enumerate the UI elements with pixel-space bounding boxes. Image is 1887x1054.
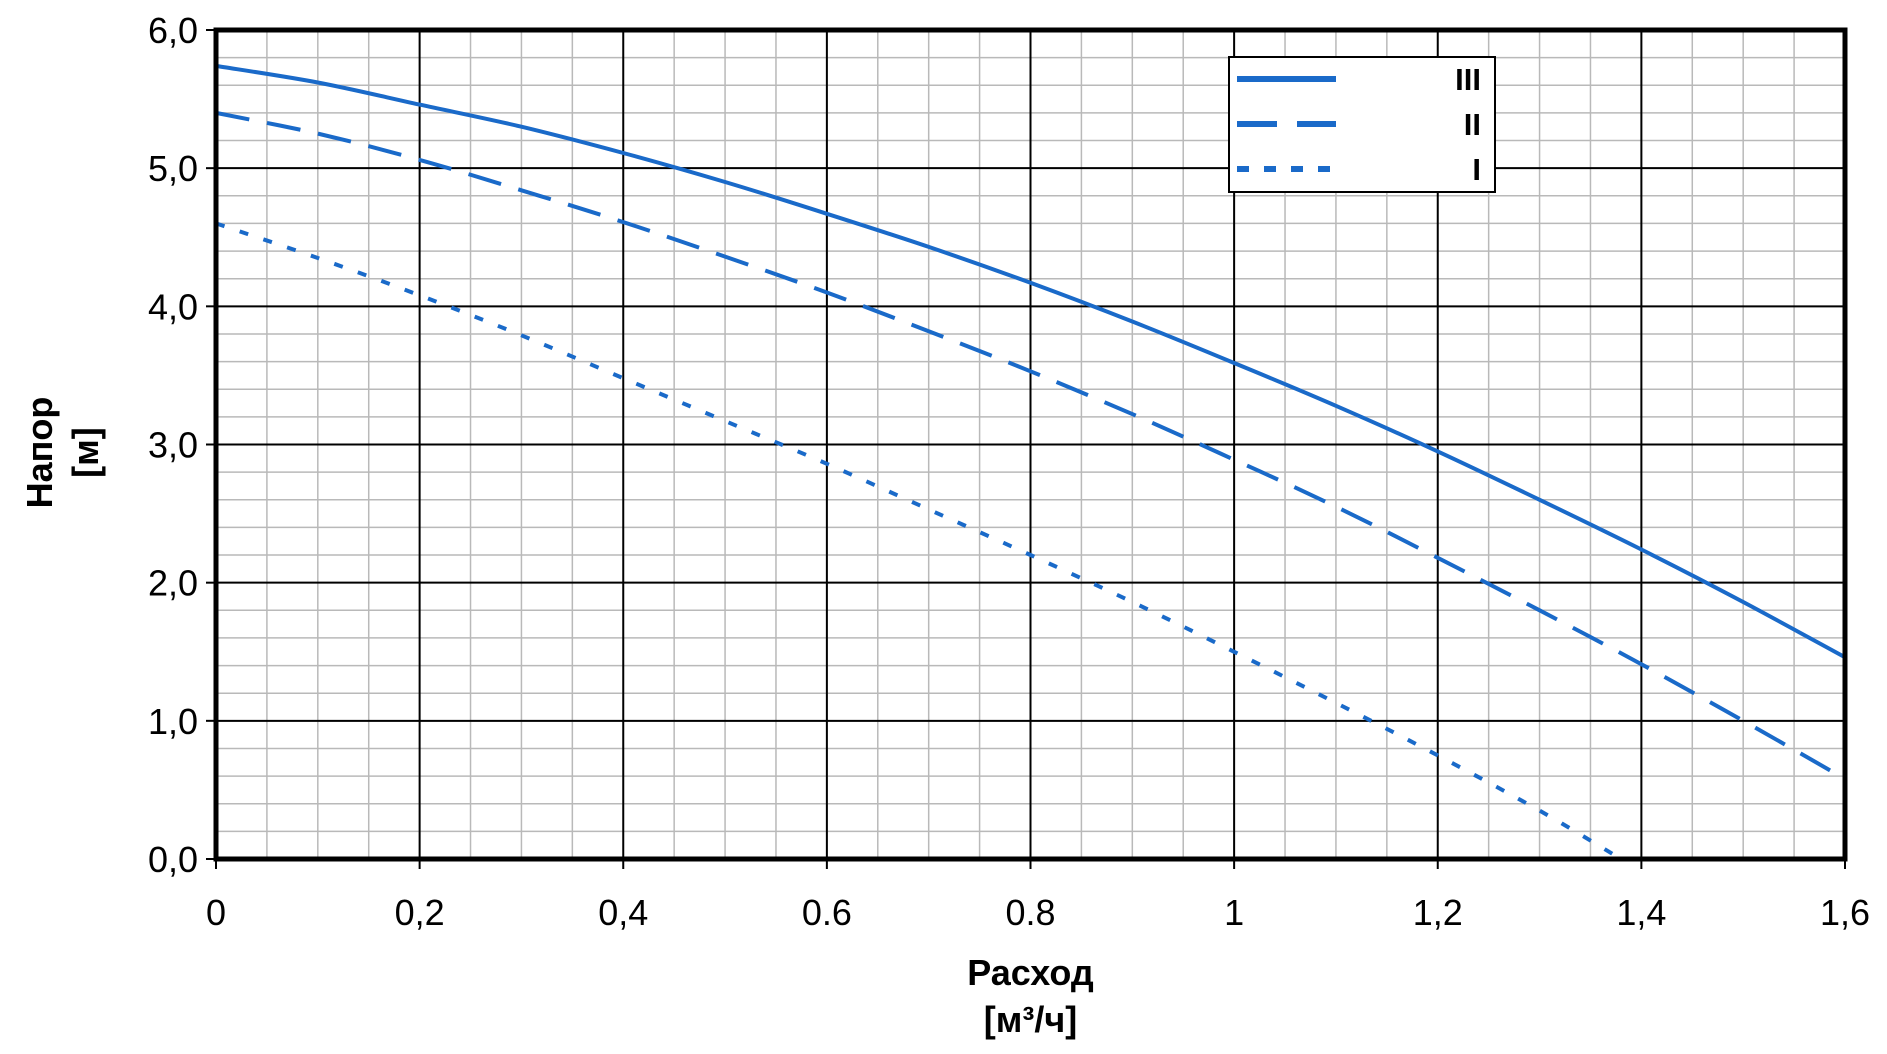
y-tick-label: 1,0	[148, 701, 198, 742]
y-tick-label: 5,0	[148, 148, 198, 189]
y-tick-label: 3,0	[148, 425, 198, 466]
x-tick-label: 0.6	[802, 892, 852, 933]
y-tick-label: 2,0	[148, 563, 198, 604]
x-tick-label: 0,4	[598, 892, 648, 933]
x-tick-label: 0,2	[395, 892, 445, 933]
x-axis-title-line: Расход	[967, 952, 1094, 993]
legend-label-i: I	[1472, 152, 1481, 187]
tick-marks	[206, 29, 1846, 869]
axis-titles: Расход [м³/ч] Напор [м]	[19, 397, 1094, 1040]
y-axis-title-line: [м]	[65, 427, 106, 478]
x-tick-label: 1,6	[1820, 892, 1870, 933]
x-tick-label: 1	[1224, 892, 1244, 933]
series-layer	[215, 63, 1846, 861]
y-tick-label: 4,0	[148, 286, 198, 327]
x-tick-label: 1,4	[1616, 892, 1666, 933]
x-tick-label: 0	[206, 892, 226, 933]
series-line-ii	[215, 110, 1846, 781]
x-axis-title-line: [м³/ч]	[984, 999, 1078, 1040]
y-tick-labels: 0,0 1,0 2,0 3,0 4,0 5,0 6,0	[148, 10, 198, 880]
y-tick-label: 6,0	[148, 10, 198, 51]
legend-label-iii: III	[1455, 62, 1481, 97]
x-tick-label: 1,2	[1413, 892, 1463, 933]
series-line-iii	[215, 63, 1846, 660]
legend-label-ii: II	[1464, 107, 1481, 142]
y-tick-label: 0,0	[148, 839, 198, 880]
x-tick-label: 0.8	[1005, 892, 1055, 933]
y-axis-title-line: Напор	[19, 397, 60, 509]
x-tick-labels: 0 0,2 0,4 0.6 0.8 1 1,2 1,4 1,6	[206, 892, 1870, 933]
